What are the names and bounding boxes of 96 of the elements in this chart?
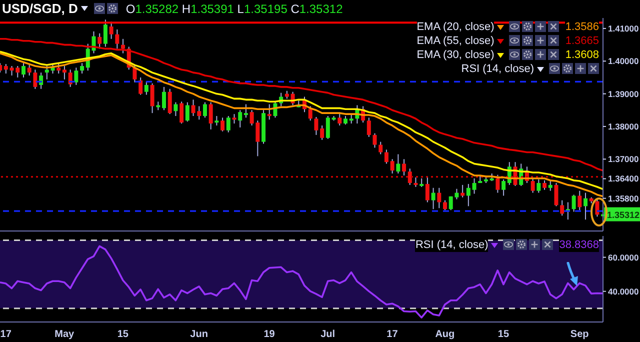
candlestick — [378, 141, 383, 155]
candlestick — [431, 187, 436, 210]
candlestick — [162, 86, 166, 111]
annotation: 38.8368 — [559, 238, 599, 252]
x-tick-label: 17 — [386, 329, 398, 340]
candlestick — [98, 32, 102, 50]
candlestick — [232, 114, 236, 124]
candlestick — [320, 124, 324, 140]
candlestick — [437, 187, 442, 209]
candlestick — [496, 174, 500, 194]
annotation: 1.3608 — [565, 48, 599, 62]
candlestick — [144, 80, 148, 96]
y-tick-label: 1.39000 — [608, 88, 639, 99]
candlestick — [548, 180, 552, 192]
candlestick — [425, 176, 430, 203]
candlestick — [174, 102, 178, 117]
candlestick — [314, 116, 318, 136]
candlestick — [103, 19, 108, 48]
x-tick-label: 17 — [0, 329, 12, 340]
x-tick-label: 19 — [264, 329, 276, 340]
y-tick-label: 1.41000 — [608, 23, 639, 34]
text: O1.35282 H1.35391 L1.35195 C1.35312 — [126, 2, 343, 16]
candlestick — [33, 69, 38, 90]
candlestick — [396, 154, 400, 174]
candlestick — [180, 101, 184, 124]
candlestick — [74, 67, 78, 86]
candlestick — [62, 66, 66, 80]
candlestick — [595, 198, 600, 218]
candlestick — [572, 194, 576, 212]
candlestick — [168, 88, 172, 115]
candlestick — [244, 104, 248, 118]
candlestick — [338, 114, 342, 126]
candlestick — [214, 116, 219, 126]
candlestick — [372, 132, 377, 148]
candlestick — [472, 178, 476, 194]
candlestick — [366, 117, 371, 138]
legend-label: EMA (30, close) — [416, 48, 494, 62]
y-tick-label: 1.36400 — [608, 174, 639, 184]
candlestick — [408, 168, 412, 186]
candlestick — [150, 82, 154, 114]
y-tick-label: 60.0000 — [608, 252, 639, 262]
annotation: 1.35312 — [607, 210, 640, 220]
candlestick — [267, 104, 272, 120]
x-tick-label: Jul — [320, 329, 336, 340]
candlestick — [27, 64, 32, 76]
candlestick — [414, 176, 418, 188]
legend-label: EMA (20, close) — [416, 20, 494, 34]
x-tick-label: Jun — [190, 329, 208, 340]
annotation: 1.3586 — [565, 20, 599, 34]
candlestick — [466, 183, 470, 207]
candlestick — [4, 64, 8, 74]
candlestick — [560, 200, 564, 216]
candlestick — [68, 69, 72, 88]
candlestick — [390, 158, 394, 174]
candlestick — [536, 178, 541, 194]
candlestick — [44, 66, 49, 80]
y-tick-label: 1.35800 — [608, 193, 639, 204]
candlestick — [584, 192, 588, 220]
candlestick — [132, 66, 137, 83]
candlestick — [185, 102, 190, 122]
candlestick — [208, 102, 213, 130]
candlestick — [554, 182, 558, 207]
legend-label: EMA (55, close) — [416, 34, 494, 48]
candlestick — [384, 149, 388, 164]
candlestick — [308, 106, 312, 122]
candlestick — [349, 114, 354, 124]
candlestick — [226, 116, 230, 133]
x-tick-label: 15 — [498, 329, 510, 340]
candlestick — [115, 28, 120, 50]
x-tick-label: 15 — [117, 329, 129, 340]
candlestick — [202, 102, 207, 118]
candlestick — [21, 62, 26, 78]
x-tick-label: May — [54, 329, 75, 340]
annotation: 1.3665 — [565, 34, 599, 48]
candlestick — [578, 190, 582, 211]
candlestick — [530, 178, 535, 194]
candlestick — [238, 110, 242, 128]
candlestick — [502, 178, 506, 196]
candlestick — [326, 116, 330, 140]
y-tick-label: 1.40000 — [608, 56, 639, 66]
candlestick — [138, 76, 143, 96]
candlestick — [220, 117, 225, 132]
legend-label: RSI (14, close) — [415, 238, 488, 252]
x-tick-label: Sep — [570, 329, 589, 340]
candlestick — [56, 62, 61, 74]
y-tick-label: 40.0000 — [608, 286, 639, 296]
candlestick — [109, 21, 114, 40]
candlestick — [80, 62, 84, 74]
y-tick-label: 1.37000 — [608, 154, 639, 164]
candlestick — [402, 158, 406, 176]
candlestick — [542, 180, 547, 190]
chart-title: USD/SGD, D — [2, 1, 78, 16]
x-tick-label: Aug — [435, 329, 455, 340]
y-tick-label: 1.38000 — [608, 121, 639, 132]
candlestick — [443, 200, 448, 211]
annotation: RSI (14, close) — [461, 62, 534, 76]
